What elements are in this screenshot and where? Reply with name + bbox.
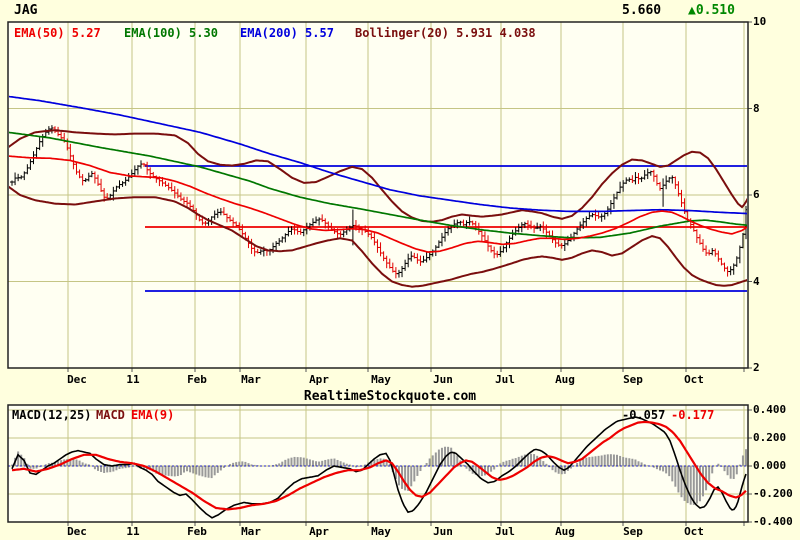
macd-legend-title: MACD(12,25) xyxy=(12,408,92,422)
macd-tick-label: 0.200 xyxy=(753,431,787,444)
month-label: 11 xyxy=(126,373,140,386)
price-change-value: 0.510 xyxy=(695,3,735,18)
month-label: Oct xyxy=(684,525,704,538)
last-price: 5.660 xyxy=(622,3,662,18)
macd-tick-label: -0.200 xyxy=(753,487,793,500)
month-label: Jun xyxy=(433,525,453,538)
month-label: Jun xyxy=(433,373,453,386)
month-label: Oct xyxy=(684,373,704,386)
macd-signal-value: -0.177 xyxy=(671,408,715,422)
up-arrow-icon: ▲ xyxy=(688,3,696,18)
month-label: Jul xyxy=(495,525,515,538)
macd-tick-label: -0.400 xyxy=(753,515,793,528)
legend-item-ema50: EMA(50) 5.27 xyxy=(14,26,101,40)
month-label: Mar xyxy=(241,373,261,386)
legend-item-bollinger20: Bollinger(20) 5.931 4.038 xyxy=(355,26,536,40)
month-label: Feb xyxy=(187,373,207,386)
macd-signal-label: EMA(9) xyxy=(131,408,175,422)
price-tick-label: 8 xyxy=(753,101,760,115)
month-label: Apr xyxy=(309,373,329,386)
month-label: Sep xyxy=(623,373,643,386)
month-label: May xyxy=(371,525,391,538)
price-change: ▲0.510 xyxy=(688,3,735,18)
legend-item-ema200: EMA(200) 5.57 xyxy=(240,26,334,40)
macd-tick-label: 0.400 xyxy=(753,403,787,416)
macd-current-value: -0.057 xyxy=(622,408,666,422)
macd-tick-label: 0.000 xyxy=(753,459,787,472)
month-label: 11 xyxy=(126,525,140,538)
month-label: Apr xyxy=(309,525,329,538)
month-label: Aug xyxy=(555,525,575,538)
month-label: Dec xyxy=(67,373,87,386)
month-label: Aug xyxy=(555,373,575,386)
month-label: Jul xyxy=(495,373,515,386)
month-label: Sep xyxy=(623,525,643,538)
legend-item-ema100: EMA(100) 5.30 xyxy=(124,26,218,40)
month-label: May xyxy=(371,373,391,386)
macd-series-label: MACD xyxy=(96,408,125,422)
price-tick-label: 10 xyxy=(753,15,767,28)
month-label: Feb xyxy=(187,525,207,538)
month-label: Dec xyxy=(67,525,87,538)
watermark-link[interactable]: RealtimeStockquote.com xyxy=(303,389,477,404)
ticker-symbol: JAG xyxy=(14,3,38,18)
month-label: Mar xyxy=(241,525,261,538)
price-tick-label: 4 xyxy=(753,274,760,288)
price-tick-label: 6 xyxy=(753,188,760,201)
price-tick-label: 2 xyxy=(753,361,760,374)
